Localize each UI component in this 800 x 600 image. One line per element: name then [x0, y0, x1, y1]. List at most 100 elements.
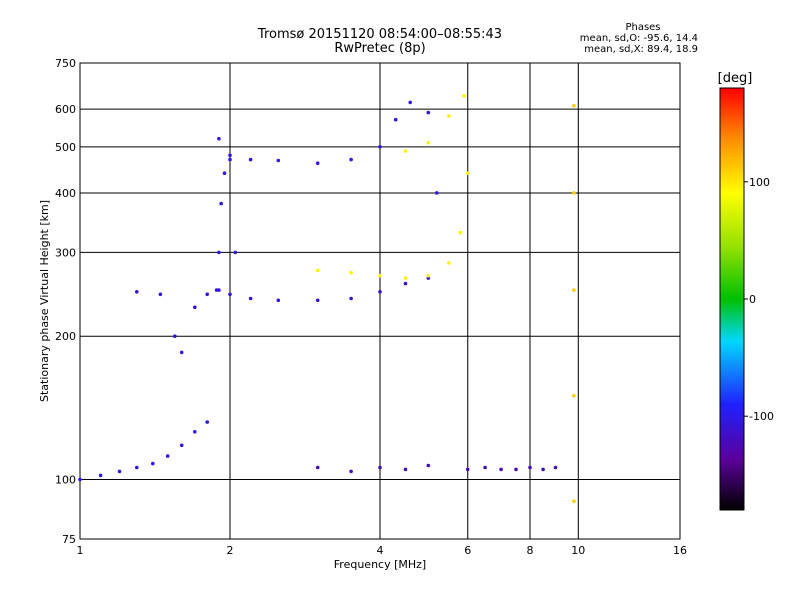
- data-point: [349, 270, 353, 275]
- data-point: [514, 467, 518, 472]
- data-point: [393, 117, 398, 122]
- data-point: [483, 465, 487, 470]
- data-point: [217, 136, 221, 141]
- data-point: [217, 250, 221, 255]
- colorbar-tick-label: -100: [749, 410, 774, 423]
- y-tick-label: 500: [55, 141, 76, 154]
- data-point: [135, 465, 139, 470]
- data-point: [499, 467, 503, 472]
- y-tick-label: 200: [55, 330, 76, 343]
- data-point: [228, 153, 232, 158]
- colorbar-label: [deg]: [718, 71, 753, 86]
- data-point: [378, 290, 382, 294]
- chart-subtitle: RwPretec (8p): [334, 41, 425, 56]
- y-tick-label: 600: [55, 103, 76, 116]
- data-point: [315, 298, 320, 303]
- y-tick-label: 300: [55, 246, 76, 259]
- data-point: [315, 268, 320, 273]
- data-point: [541, 467, 545, 472]
- data-point: [572, 103, 576, 108]
- y-axis-label: Stationary phase Virtual Height [km]: [38, 200, 51, 402]
- data-point: [458, 230, 463, 235]
- x-tick-label: 6: [464, 544, 471, 557]
- colorbar-tick-label: 100: [749, 176, 770, 189]
- data-point: [228, 292, 232, 297]
- data-point: [378, 273, 382, 278]
- y-axis-ticks: 75 100 200 300 400 500 600 750: [55, 57, 76, 546]
- y-tick-label: 400: [55, 187, 76, 200]
- grid-lines: [80, 63, 680, 539]
- data-point: [426, 273, 431, 278]
- data-point: [222, 171, 227, 175]
- data-point: [426, 140, 431, 145]
- data-point: [349, 296, 353, 301]
- data-point: [403, 149, 408, 153]
- data-point: [349, 469, 353, 474]
- y-tick-label: 75: [62, 533, 76, 546]
- data-point: [193, 430, 197, 434]
- colorbar-tick-label: 0: [749, 293, 756, 306]
- y-tick-label: 750: [55, 57, 76, 70]
- data-point: [572, 288, 576, 292]
- data-point: [151, 461, 155, 466]
- x-tick-label: 10: [571, 544, 585, 557]
- data-point: [447, 261, 451, 265]
- data-point: [179, 350, 184, 355]
- chart-title: Tromsø 20151120 08:54:00–08:55:43: [257, 27, 502, 42]
- colorbar-ticks: 100 0 -100: [744, 176, 774, 423]
- data-point: [465, 467, 470, 472]
- data-point: [426, 463, 431, 468]
- data-point: [447, 114, 451, 118]
- data-point: [403, 276, 408, 280]
- data-point: [228, 157, 232, 162]
- data-point: [435, 191, 439, 195]
- data-point: [165, 454, 170, 458]
- data-point: [572, 499, 576, 504]
- x-tick-label: 4: [377, 544, 384, 557]
- data-point: [205, 420, 209, 424]
- x-tick-label: 1: [77, 544, 84, 557]
- plot-area: 1 2 4 6 8 10 16 75 100 200 300 400 500 600 750: [55, 57, 687, 557]
- data-point: [426, 110, 431, 115]
- data-point: [349, 157, 353, 162]
- stats-header: Phases: [625, 22, 660, 33]
- data-point: [315, 465, 320, 470]
- x-tick-label: 16: [673, 544, 687, 557]
- data-point: [179, 443, 184, 448]
- data-point: [219, 201, 223, 206]
- data-point: [465, 171, 470, 175]
- data-point: [378, 465, 382, 470]
- data-point: [553, 465, 558, 470]
- data-points: [78, 94, 576, 504]
- stats-o-line: mean, sd,O: -95.6, 14.4: [580, 33, 698, 44]
- data-point: [315, 161, 320, 165]
- data-point: [135, 290, 139, 294]
- data-point: [193, 305, 197, 310]
- data-point: [78, 477, 82, 482]
- data-point: [572, 191, 576, 195]
- data-point: [528, 465, 532, 470]
- data-point: [248, 296, 253, 301]
- x-axis-ticks: 1 2 4 6 8 10 16: [77, 544, 688, 557]
- data-point: [403, 281, 408, 286]
- data-point: [248, 157, 253, 162]
- data-point: [214, 288, 219, 292]
- x-axis-label: Frequency [MHz]: [334, 558, 426, 571]
- stats-x-line: mean, sd,X: 89.4, 18.9: [584, 44, 698, 55]
- data-point: [98, 473, 103, 478]
- data-point: [117, 469, 122, 474]
- data-point: [403, 467, 408, 472]
- data-point: [276, 298, 281, 303]
- x-tick-label: 2: [227, 544, 234, 557]
- data-point: [408, 100, 413, 105]
- colorbar: [deg] 100 0 -100: [718, 71, 774, 511]
- data-point: [158, 292, 163, 297]
- data-point: [233, 250, 238, 255]
- data-point: [205, 292, 209, 297]
- data-point: [173, 334, 177, 339]
- data-point: [572, 393, 576, 398]
- x-tick-label: 8: [527, 544, 534, 557]
- y-tick-label: 100: [55, 474, 76, 487]
- data-point: [462, 94, 466, 98]
